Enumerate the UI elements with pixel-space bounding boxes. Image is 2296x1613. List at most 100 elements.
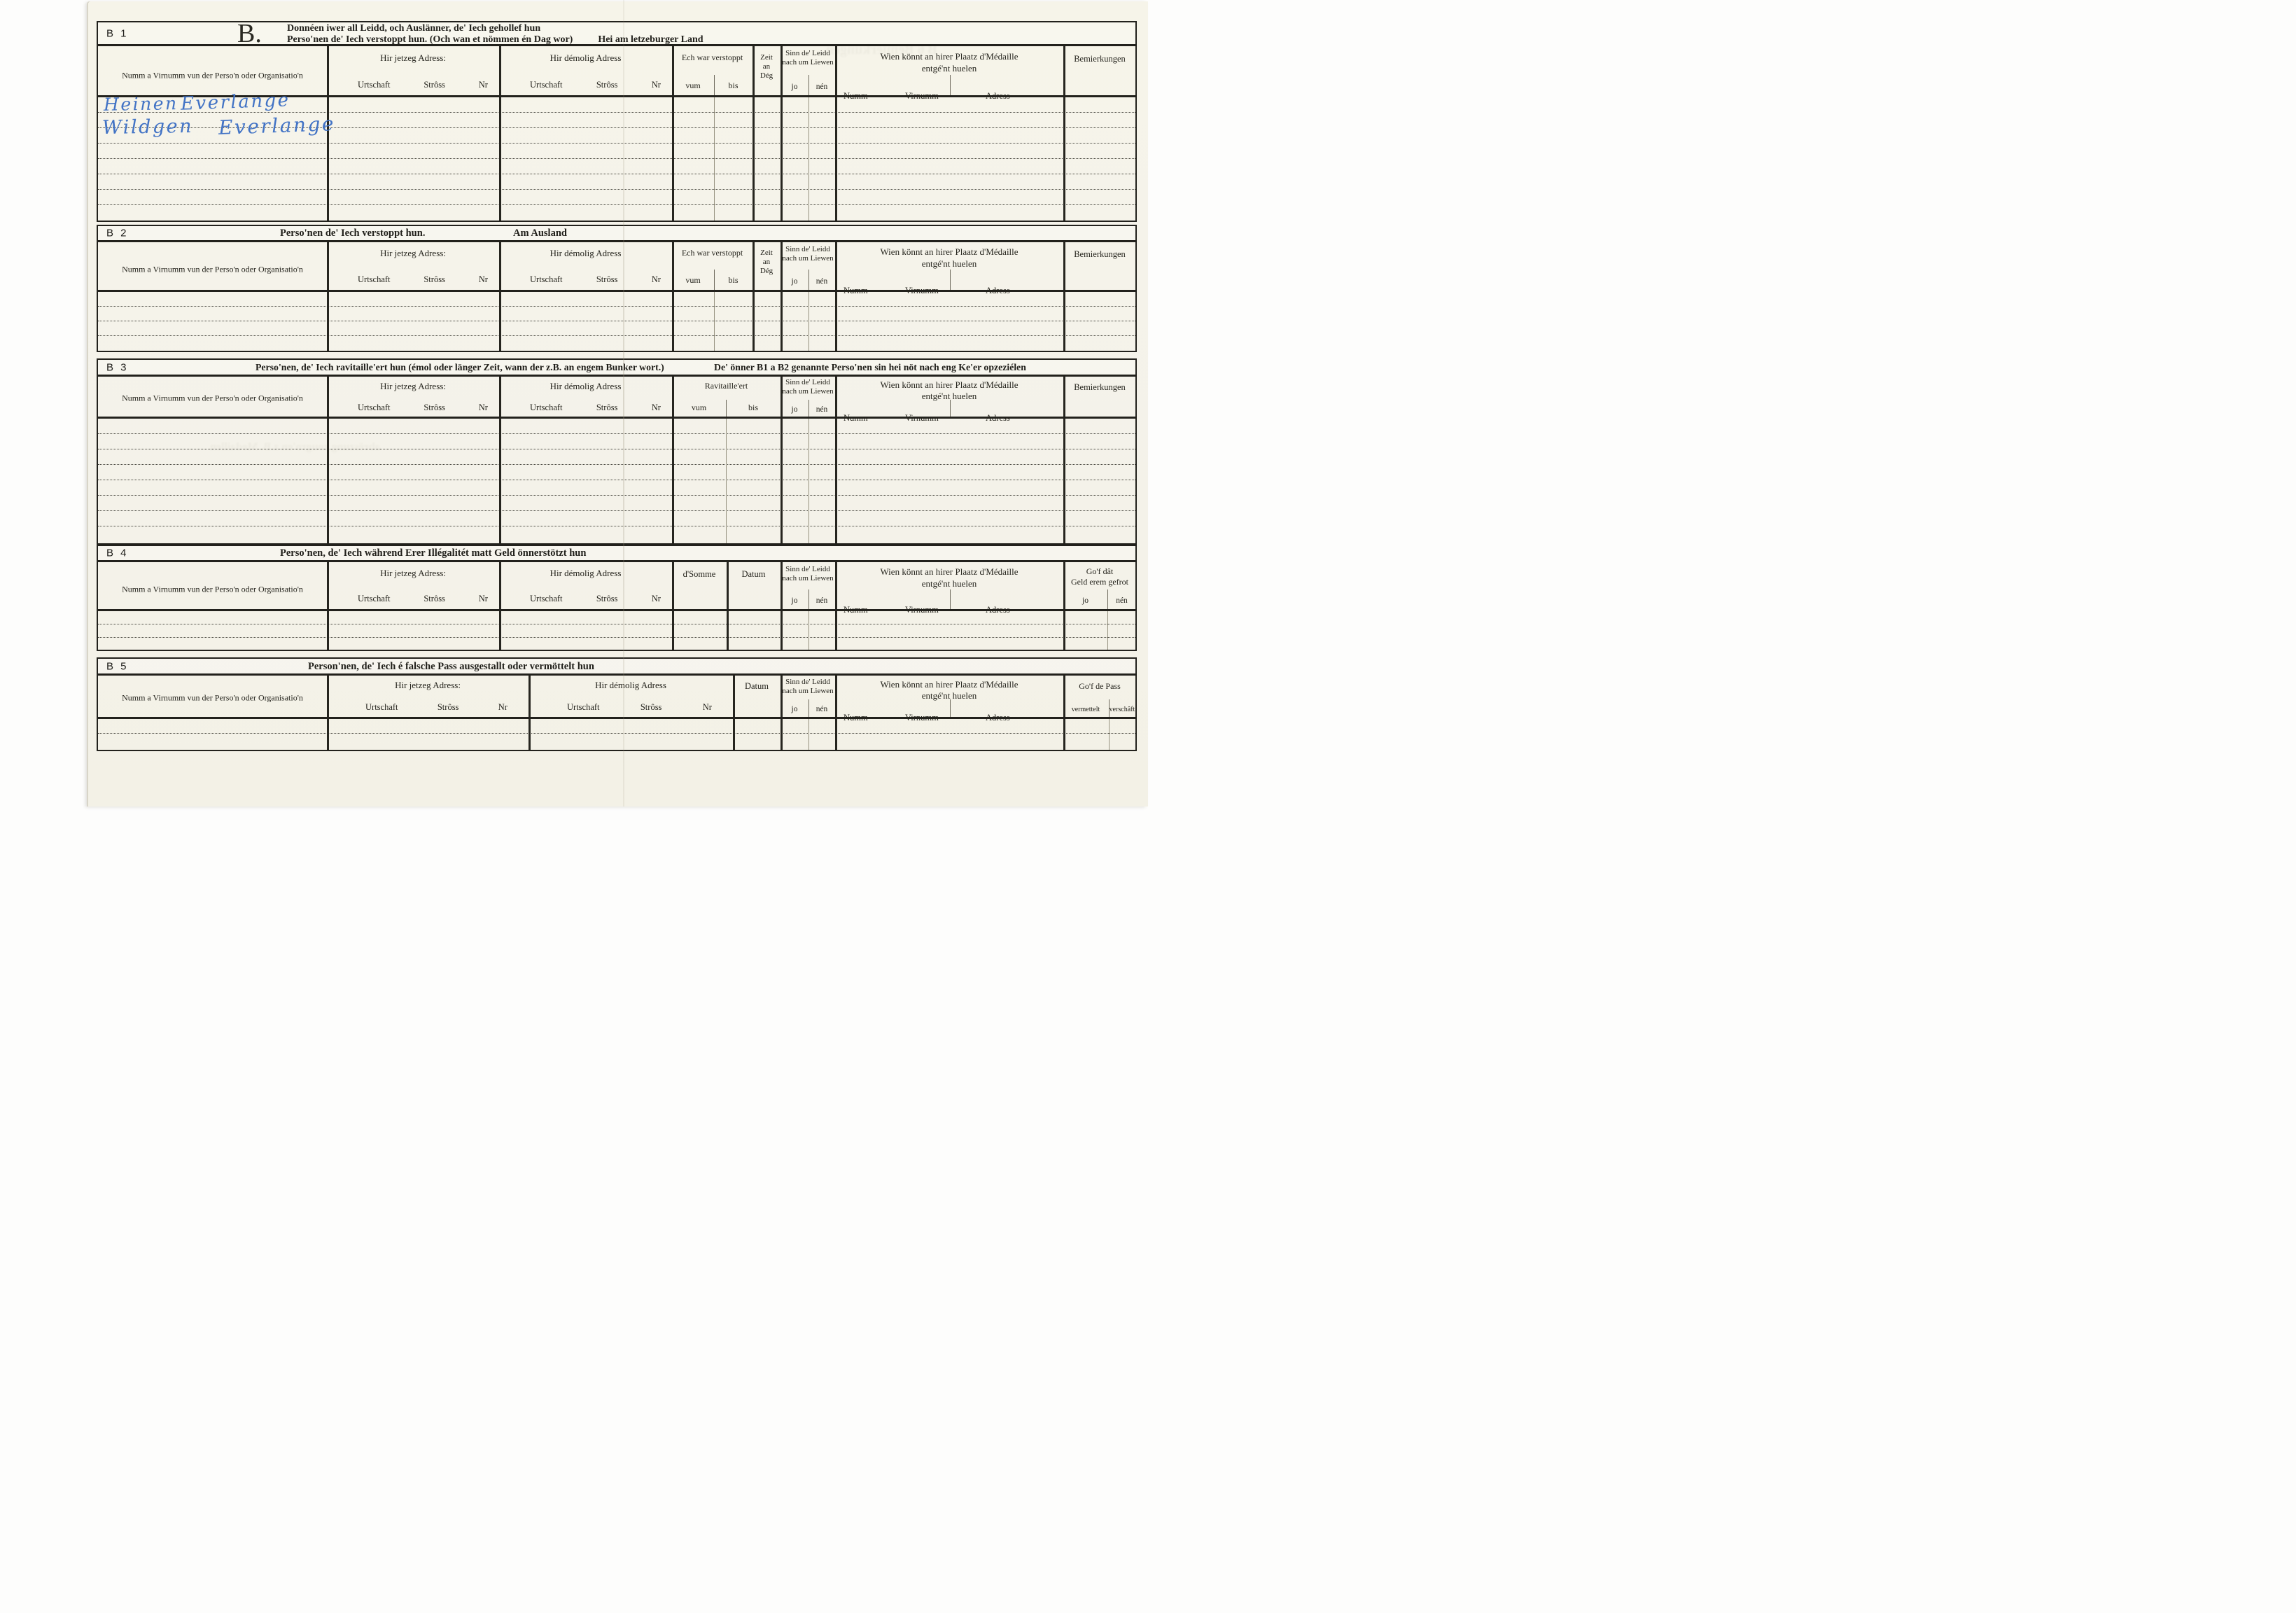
section-b4-body [98, 611, 1135, 650]
col-jetzeg-adress: Hir jetzeg Adress: Urtschaft Strôss Nr [327, 676, 528, 717]
col-ravitailleert: Ravitaille'ert vum bis [672, 377, 780, 417]
col-demolig-adress: Hir démolig Adress Urtschaft Strôss Nr [499, 242, 672, 290]
col-sinn: Sinn de' Leidd nach um Liewen jo nén [780, 46, 835, 95]
table-row [98, 449, 1135, 465]
col-jetzeg-label: Hir jetzeg Adress: [380, 248, 446, 258]
table-row [98, 719, 1135, 734]
sub-jo: jo [791, 83, 798, 91]
table-row [98, 190, 1135, 205]
section-b3-label: B 3 [106, 361, 129, 373]
col-zeit: Zeit an Dég [752, 46, 780, 95]
section-b1-big-letter: B. [237, 19, 262, 48]
col-sinn: Sinn de' Leidd nach um Liewen jo nén [780, 676, 835, 717]
table-row [98, 526, 1135, 542]
col-wien: Wien könnt an hirer Plaatz d'Médaille en… [835, 676, 1063, 722]
col-dsomme-label: d'Somme [682, 569, 716, 579]
sub-stross: Strôss [424, 594, 445, 603]
col-wien-l1: Wien könnt an hirer Plaatz d'Médaille [880, 379, 1018, 390]
sub-jo: jo [791, 405, 798, 414]
sub-urtschaft: Urtschaft [530, 80, 563, 90]
col-sinn: Sinn de' Leidd nach um Liewen jo nén [780, 377, 835, 417]
sub-verschaft: verschâft [1109, 706, 1135, 713]
sub-vum: vum [685, 275, 701, 285]
sub-vum: vum [685, 81, 701, 90]
col-zeit-l3: Dég [760, 71, 774, 80]
section-b5-label: B 5 [106, 660, 129, 672]
sub-adress: Adress [986, 91, 1010, 101]
section-b2-title-band: B 2 Perso'nen de' Iech verstoppt hun. Am… [98, 226, 1135, 242]
col-jetzeg-adress: Hir jetzeg Adress: Urtschaft Strôss Nr [327, 46, 499, 95]
sub-nr: Nr [478, 80, 488, 90]
col-wien-l2: entgé'nt huelen [921, 258, 977, 269]
section-b2-column-header: Numm a Virnumm vun der Perso'n oder Orga… [98, 242, 1135, 295]
section-b3-title-band: B 3 Perso'nen, de' Iech ravitaille'ert h… [98, 360, 1135, 377]
section-b1-title-line1: Donnéen iwer all Leidd, och Auslänner, d… [287, 23, 541, 34]
sub-virnumm: Virnumm [905, 286, 939, 295]
sub-jo: jo [1082, 596, 1088, 605]
sub-stross: Strôss [596, 403, 618, 412]
col-gof-pass-label: Go'f de Pass [1079, 681, 1121, 691]
sub-stross: Strôss [596, 80, 618, 90]
col-demolig-adress: Hir démolig Adress Urtschaft Strôss Nr [499, 562, 672, 609]
col-demolig-adress: Hir démolig Adress Urtschaft Strôss Nr [499, 46, 672, 95]
col-zeit-l3: Dég [760, 267, 774, 275]
col-name: Numm a Virnumm vun der Perso'n oder Orga… [98, 46, 327, 95]
section-b2-label: B 2 [106, 227, 129, 239]
sub-adress: Adress [986, 713, 1010, 722]
sub-vermettelt: vermettelt [1071, 706, 1100, 713]
col-sinn-label: Sinn de' Leidd nach um Liewen [782, 245, 834, 263]
table-row [98, 113, 1135, 128]
section-b1: B 1 B. Donnéen iwer all Leidd, och Auslä… [97, 19, 1137, 222]
table-row [98, 292, 1135, 307]
col-wien-l1: Wien könnt an hirer Plaatz d'Médaille [880, 51, 1018, 62]
col-wien-l1: Wien könnt an hirer Plaatz d'Médaille [880, 679, 1018, 690]
sub-numm: Numm [844, 713, 868, 722]
sub-nr: Nr [651, 274, 661, 284]
col-wien: Wien könnt an hirer Plaatz d'Médaille en… [835, 562, 1063, 615]
sub-nen: nén [816, 596, 828, 605]
col-bemierkungen: Bemierkungen [1063, 377, 1136, 417]
table-row [98, 638, 1135, 650]
col-gof-geld-l1: Go'f dât [1086, 566, 1114, 576]
table-row [98, 336, 1135, 351]
col-datum-label: Datum [744, 681, 769, 691]
table-row [98, 434, 1135, 449]
section-b1-column-header: Numm a Virnumm vun der Perso'n oder Orga… [98, 46, 1135, 101]
section-b4-title: Perso'nen, de' Iech während Erer Illégal… [280, 547, 587, 559]
sub-stross: Strôss [596, 594, 618, 603]
sub-urtschaft: Urtschaft [358, 594, 391, 603]
section-b1-label: B 1 [106, 27, 129, 39]
sub-stross: Strôss [640, 702, 662, 712]
sub-adress: Adress [986, 286, 1010, 295]
col-wien: Wien könnt an hirer Plaatz d'Médaille en… [835, 242, 1063, 295]
table-row [98, 465, 1135, 480]
col-verstoppt: Ech war verstoppt vum bis [672, 46, 752, 95]
col-jetzeg-adress: Hir jetzeg Adress: Urtschaft Strôss Nr [327, 377, 499, 417]
sub-nr: Nr [478, 403, 488, 412]
sub-numm: Numm [844, 91, 868, 101]
section-b4: B 4 Perso'nen, de' Iech während Erer Ill… [97, 545, 1137, 651]
section-b3: B 3 Perso'nen, de' Iech ravitaille'ert h… [97, 358, 1137, 545]
col-jetzeg-label: Hir jetzeg Adress: [380, 381, 446, 391]
col-bemierkungen-label: Bemierkungen [1074, 249, 1126, 259]
section-b3-body [98, 419, 1135, 543]
col-gof-geld: Go'f dât Geld erem gefrot jo nén [1063, 562, 1136, 609]
col-sinn-label: Sinn de' Leidd nach um Liewen [782, 49, 834, 67]
col-name: Numm a Virnumm vun der Perso'n oder Orga… [98, 242, 327, 290]
sub-nr: Nr [478, 594, 488, 603]
section-b2: B 2 Perso'nen de' Iech verstoppt hun. Am… [97, 225, 1137, 352]
col-zeit-l2: an [762, 258, 771, 266]
sub-nr: Nr [702, 702, 712, 712]
sub-nen: nén [816, 705, 828, 713]
col-demolig-label: Hir démolig Adress [550, 248, 622, 258]
section-b4-title-band: B 4 Perso'nen, de' Iech während Erer Ill… [98, 546, 1135, 562]
col-wien-l1: Wien könnt an hirer Plaatz d'Médaille [880, 566, 1018, 577]
section-b2-title-right: Am Ausland [513, 228, 567, 239]
col-wien: Wien könnt an hirer Plaatz d'Médaille en… [835, 46, 1063, 101]
col-demolig-label: Hir démolig Adress [550, 381, 622, 391]
col-verstoppt-label: Ech war verstoppt [681, 248, 743, 258]
col-sinn-label: Sinn de' Leidd nach um Liewen [782, 678, 834, 695]
col-zeit: Zeit an Dég [752, 242, 780, 290]
sub-jo: jo [791, 596, 798, 605]
col-jetzeg-label: Hir jetzeg Adress: [380, 53, 446, 63]
